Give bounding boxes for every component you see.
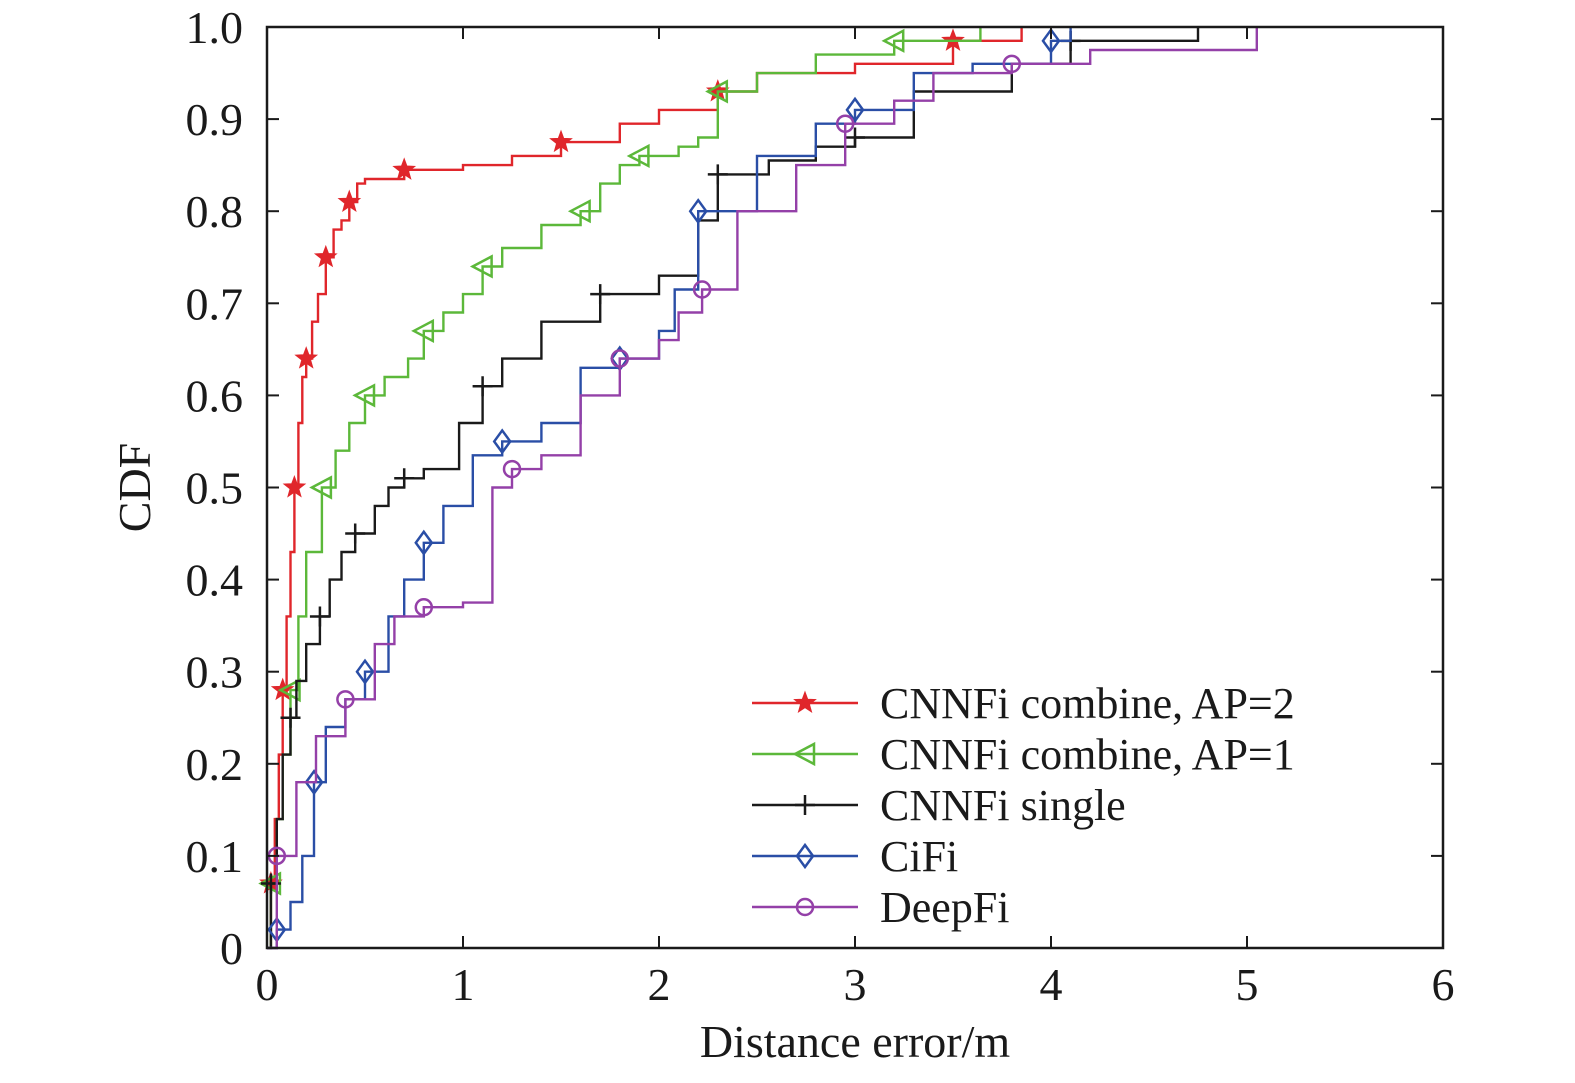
diamond-marker [355,658,375,685]
diamond-marker [795,842,815,870]
series-line [267,27,1258,950]
series-line [267,27,982,950]
legend-item: CNNFi combine, AP=2 [752,679,1295,728]
triangle-marker [352,383,376,408]
x-tick-label: 5 [1236,959,1259,1010]
diamond-marker [1041,27,1061,54]
star-marker [392,157,417,180]
legend-label: CNNFi combine, AP=1 [880,730,1295,779]
star-marker [294,346,319,369]
y-tick-label: 0.7 [186,278,244,329]
y-tick-label: 1.0 [186,2,244,53]
triangle-marker [411,318,435,344]
triangle-marker [792,741,816,767]
plus-marker [280,707,301,728]
circle-marker [795,897,815,917]
y-tick-label: 0.1 [186,831,244,882]
star-marker [793,690,817,714]
legend-label: DeepFi [880,883,1010,932]
ticks-layer: 0 1 2 3 4 5 6 0 0.1 0.2 0.3 0.4 0.5 0.6 0.7 0.8 0.9 1.0 [186,2,1455,1010]
x-tick-label: 4 [1040,959,1063,1010]
legend-label: CNNFi single [880,781,1126,830]
star-marker [549,129,573,153]
diamond-marker [414,529,434,556]
star-marker [313,244,338,268]
circle-marker [1002,54,1022,74]
diamond-marker [492,428,512,455]
series-line [267,27,1023,950]
plus-marker [345,523,366,544]
diamond-marker [304,769,324,796]
plus-marker [309,606,330,627]
plus-marker [795,795,815,815]
plus-marker [707,164,728,185]
circle-marker [692,280,712,299]
x-tick-label: 3 [844,959,867,1010]
diamond-marker [688,198,708,225]
series-2 [258,27,982,950]
series-line [267,27,1200,950]
legend-item: CNNFi combine, AP=1 [752,730,1295,779]
star-marker [337,189,362,213]
y-tick-label: 0 [220,923,243,974]
x-axis-title: Distance error/m [700,1016,1011,1067]
plus-marker [845,127,865,148]
x-tick-label: 0 [256,959,279,1010]
circle-marker [414,597,434,617]
triangle-marker [469,254,493,279]
y-tick-label: 0.5 [186,463,244,514]
circle-marker [336,690,355,709]
legend-label: CNNFi combine, AP=2 [880,679,1295,728]
triangle-marker [567,199,591,224]
x-tick-label: 1 [452,959,475,1010]
circle-marker [610,349,630,368]
x-tick-label: 6 [1432,959,1455,1010]
legend-item: CNNFi single [752,781,1126,830]
legend-item: CiFi [752,832,958,881]
y-axis-title: CDF [109,443,160,532]
triangle-marker [309,475,333,500]
x-tick-label: 2 [648,959,671,1010]
y-tick-label: 0.2 [186,739,244,790]
legend-label: CiFi [880,832,958,881]
y-tick-label: 0.4 [186,555,244,606]
triangle-marker [277,678,301,703]
circle-marker [502,459,522,479]
plus-marker [472,376,493,397]
triangle-marker [705,79,729,104]
legend-item: DeepFi [752,883,1010,932]
plot-frame [265,25,1445,950]
series-layer [258,27,1258,950]
diamond-marker [845,96,865,124]
y-tick-label: 0.6 [186,370,244,421]
y-tick-label: 0.9 [186,94,244,145]
circle-marker [835,114,855,133]
star-marker [282,475,307,498]
triangle-marker [881,28,905,53]
plus-marker [394,468,415,489]
plus-marker [590,284,611,305]
triangle-marker [626,143,650,169]
y-tick-label: 0.3 [186,647,244,698]
series-5 [267,27,1258,950]
y-tick-label: 0.8 [186,186,244,237]
series-4 [267,27,1072,950]
